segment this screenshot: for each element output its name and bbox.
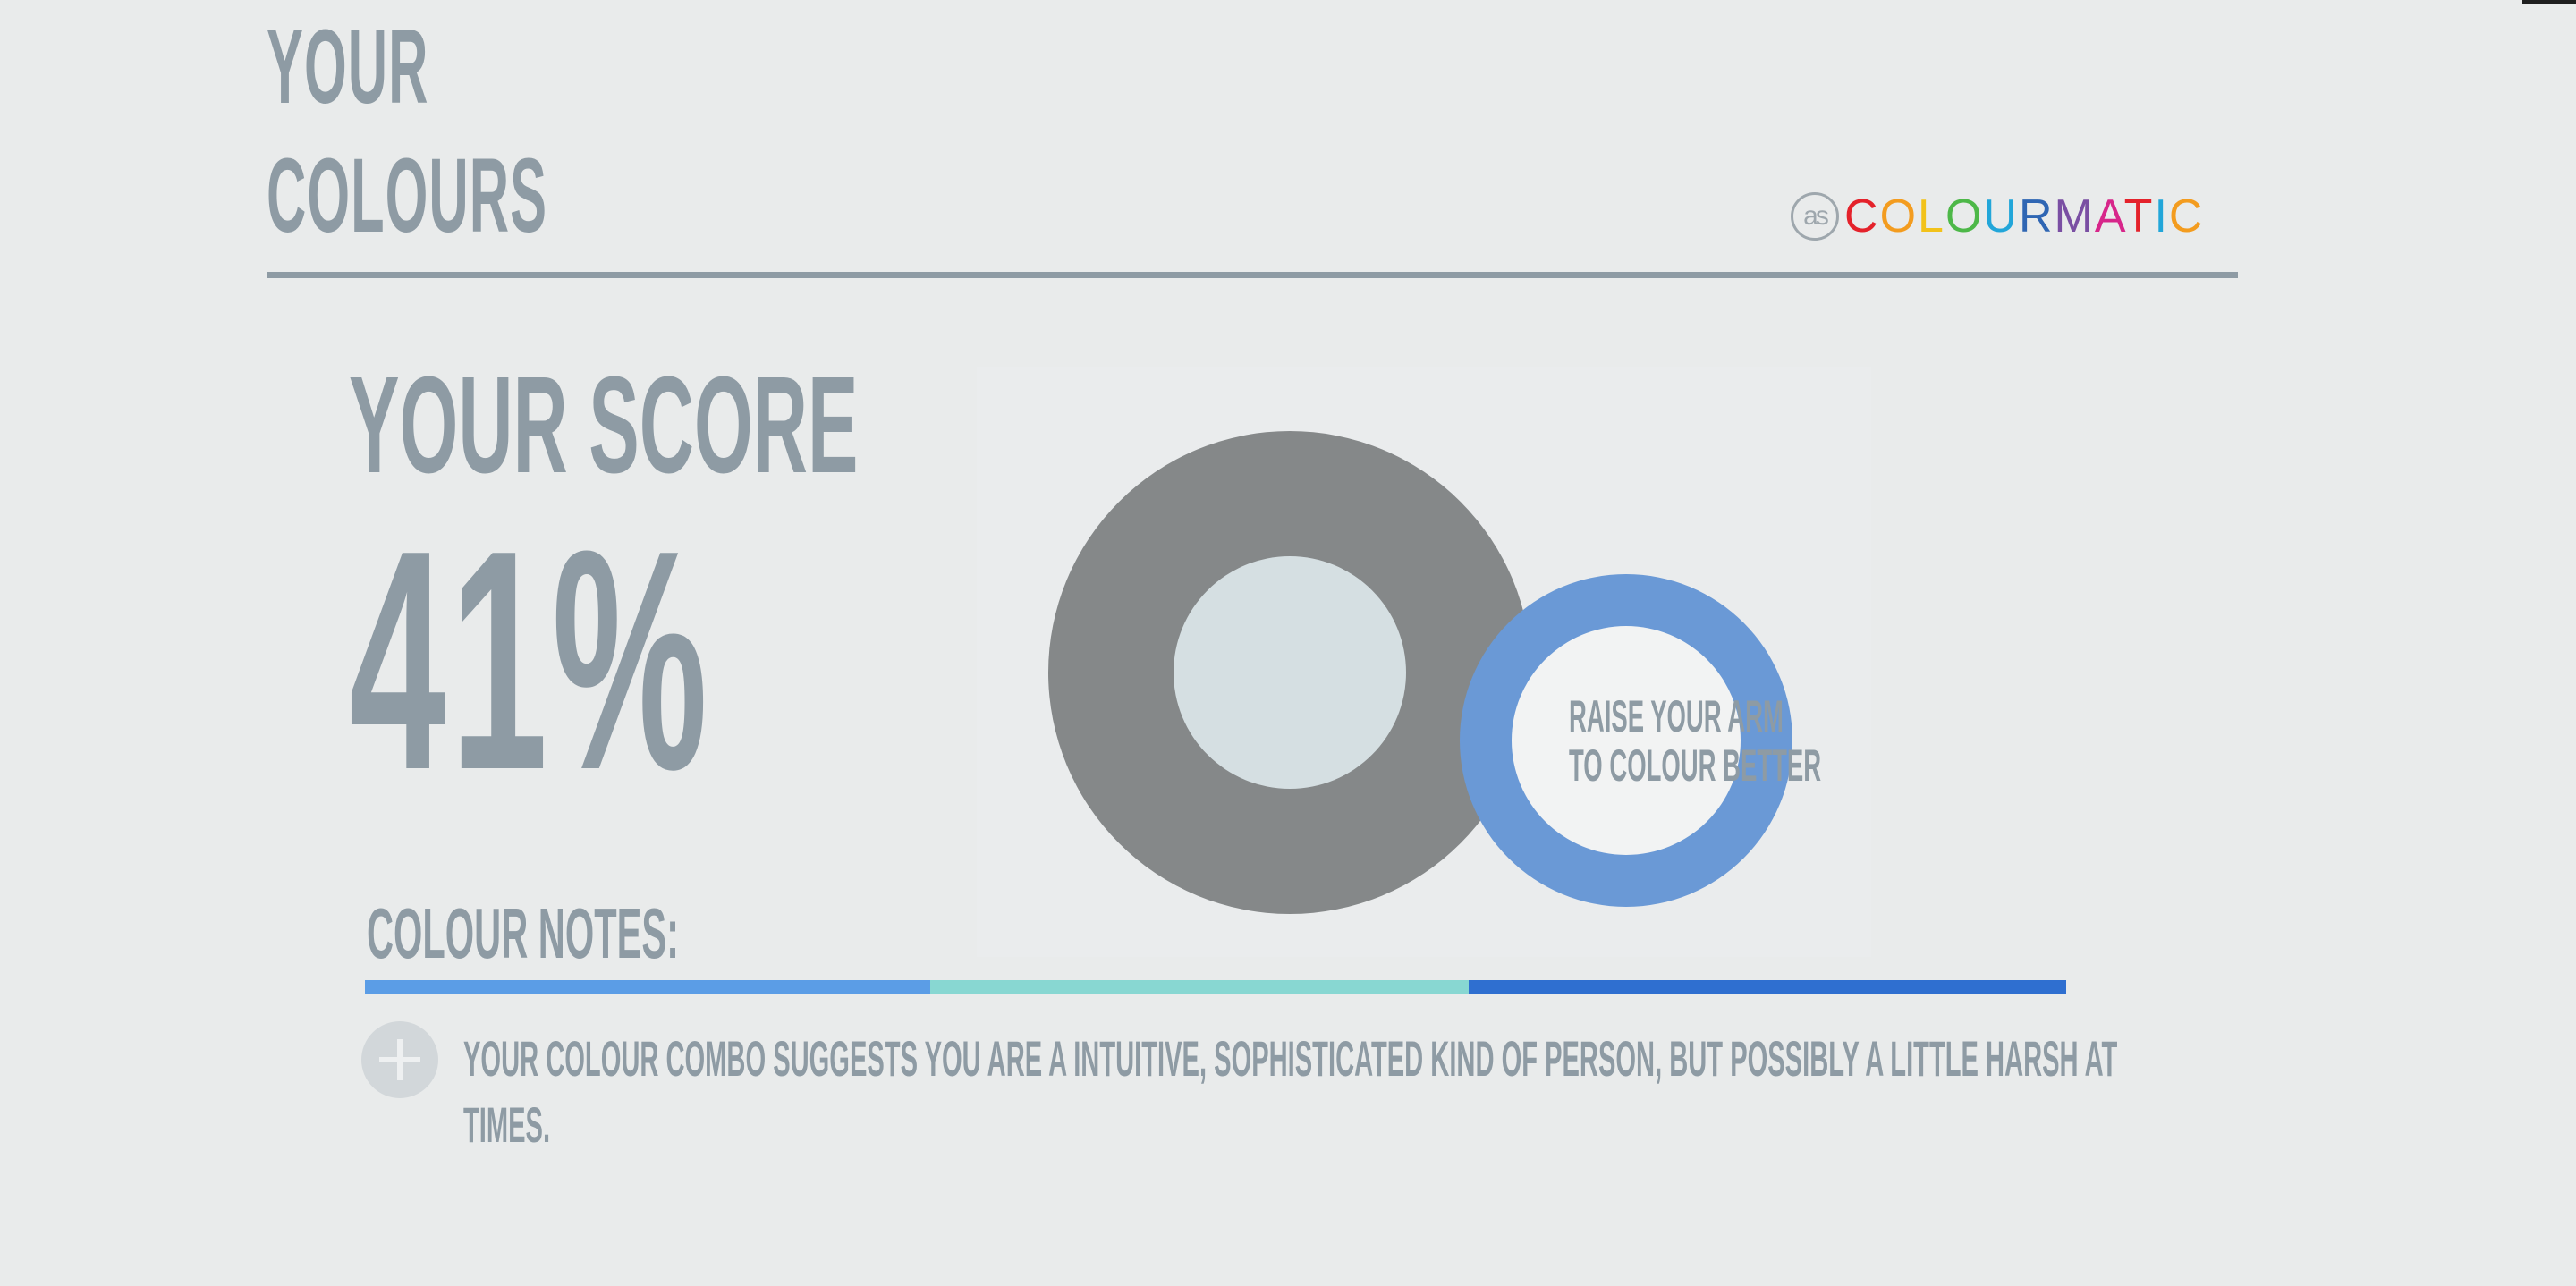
- raise-arm-line-2: TO COLOUR BETTER: [1569, 740, 1822, 791]
- colour-notes-label: COLOUR NOTES:: [367, 893, 679, 973]
- page-title-line-1: YOUR: [267, 8, 429, 126]
- plus-icon-vertical: [397, 1039, 402, 1080]
- score-value: 41%: [349, 486, 712, 835]
- notes-stripe-blue: [1469, 980, 2066, 994]
- raise-arm-prompt: RAISE YOUR ARM TO COLOUR BETTER: [1521, 691, 1822, 791]
- notes-stripe-aqua: [930, 980, 1469, 994]
- colour-note-text-line-2: TIMES.: [463, 1096, 551, 1153]
- brand-letter: I: [2154, 190, 2169, 242]
- brand-letter: T: [2123, 190, 2155, 242]
- score-label: YOUR SCORE: [349, 348, 859, 502]
- header-divider: [267, 272, 2238, 278]
- brand-wordmark: COLOURMATIC: [1844, 193, 2204, 240]
- expand-notes-button[interactable]: [361, 1021, 438, 1098]
- brand-badge-icon: as: [1791, 192, 1839, 241]
- window-corner-mark: [2522, 0, 2576, 4]
- brand-letter: A: [2094, 190, 2124, 242]
- raise-arm-line-1: RAISE YOUR ARM: [1569, 691, 1784, 741]
- brand-letter: R: [2018, 190, 2055, 242]
- brand-letter: U: [1983, 190, 2019, 242]
- notes-stripe-light-blue: [365, 980, 930, 994]
- brand-letter: M: [2054, 190, 2095, 242]
- colourmatic-logo: as COLOURMATIC: [1791, 188, 2204, 245]
- page-title-line-2: COLOURS: [267, 137, 548, 255]
- colour-note-text-line-1: YOUR COLOUR COMBO SUGGESTS YOU ARE A INT…: [463, 1030, 2118, 1087]
- brand-letter: O: [1945, 190, 1984, 242]
- brand-letter: L: [1918, 190, 1945, 242]
- brand-letter: C: [2168, 190, 2205, 242]
- brand-letter: C: [1844, 190, 1880, 242]
- brand-letter: O: [1879, 190, 1919, 242]
- swatch-panel: [977, 367, 1871, 957]
